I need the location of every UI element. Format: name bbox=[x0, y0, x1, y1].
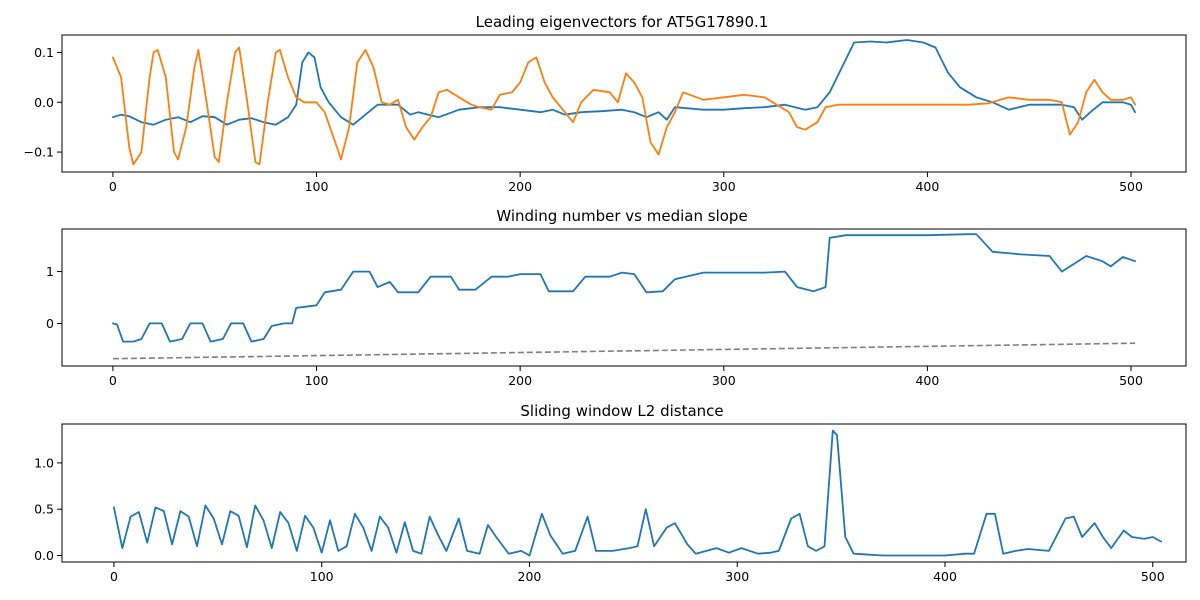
y-tick-label: 1 bbox=[46, 264, 54, 279]
y-tick-label: 1.0 bbox=[34, 455, 54, 470]
x-tick-label: 400 bbox=[933, 569, 957, 584]
y-tick-label: 0.1 bbox=[34, 45, 54, 60]
x-tick-label: 0 bbox=[109, 373, 117, 388]
x-tick-label: 400 bbox=[915, 373, 939, 388]
axis-ticks: 0 100 200 300 400 500 −0.1 0.0 0.1 bbox=[24, 45, 1143, 194]
x-tick-label: 100 bbox=[305, 179, 329, 194]
x-tick-label: 300 bbox=[712, 373, 736, 388]
chart-title: Sliding window L2 distance bbox=[520, 402, 723, 420]
plot-frame bbox=[61, 228, 1187, 367]
y-tick-label: 0 bbox=[46, 316, 54, 331]
chart-title: Leading eigenvectors for AT5G17890.1 bbox=[476, 13, 769, 31]
series-line-2 bbox=[112, 342, 1136, 360]
x-tick-label: 0 bbox=[110, 569, 118, 584]
x-tick-label: 0 bbox=[109, 179, 117, 194]
x-tick-label: 400 bbox=[915, 179, 939, 194]
y-tick-label: 0.0 bbox=[34, 548, 54, 563]
series-line-1 bbox=[112, 39, 1136, 126]
x-tick-label: 200 bbox=[518, 569, 542, 584]
series-line-1 bbox=[112, 233, 1136, 343]
y-tick-label: −0.1 bbox=[24, 145, 54, 160]
x-tick-label: 500 bbox=[1119, 179, 1143, 194]
x-tick-label: 500 bbox=[1141, 569, 1165, 584]
plot-frame bbox=[61, 423, 1187, 563]
x-tick-label: 500 bbox=[1119, 373, 1143, 388]
axis-ticks: 0 100 200 300 400 500 0.0 0.5 1.0 bbox=[34, 455, 1165, 584]
y-tick-label: 0.0 bbox=[34, 95, 54, 110]
chart-panel-winding-number: Winding number vs median slope 0 100 200 30… bbox=[46, 207, 1187, 388]
series-line-1 bbox=[113, 429, 1162, 557]
plot-frame bbox=[61, 34, 1187, 173]
series-group bbox=[113, 429, 1162, 557]
y-tick-label: 0.5 bbox=[34, 502, 54, 517]
x-tick-label: 100 bbox=[310, 569, 334, 584]
chart-title: Winding number vs median slope bbox=[496, 207, 747, 225]
x-tick-label: 300 bbox=[725, 569, 749, 584]
x-tick-label: 200 bbox=[508, 179, 532, 194]
chart-panel-l2-distance: Sliding window L2 distance 0 100 200 300 400… bbox=[34, 402, 1187, 584]
chart-panel-eigenvectors: Leading eigenvectors for AT5G17890.1 0 10… bbox=[24, 13, 1187, 194]
x-tick-label: 300 bbox=[712, 179, 736, 194]
series-group bbox=[112, 39, 1136, 166]
x-tick-label: 100 bbox=[305, 373, 329, 388]
x-tick-label: 200 bbox=[508, 373, 532, 388]
series-line-2 bbox=[112, 46, 1136, 166]
axis-ticks: 0 100 200 300 400 500 0 1 bbox=[46, 264, 1143, 388]
series-group bbox=[112, 233, 1136, 360]
